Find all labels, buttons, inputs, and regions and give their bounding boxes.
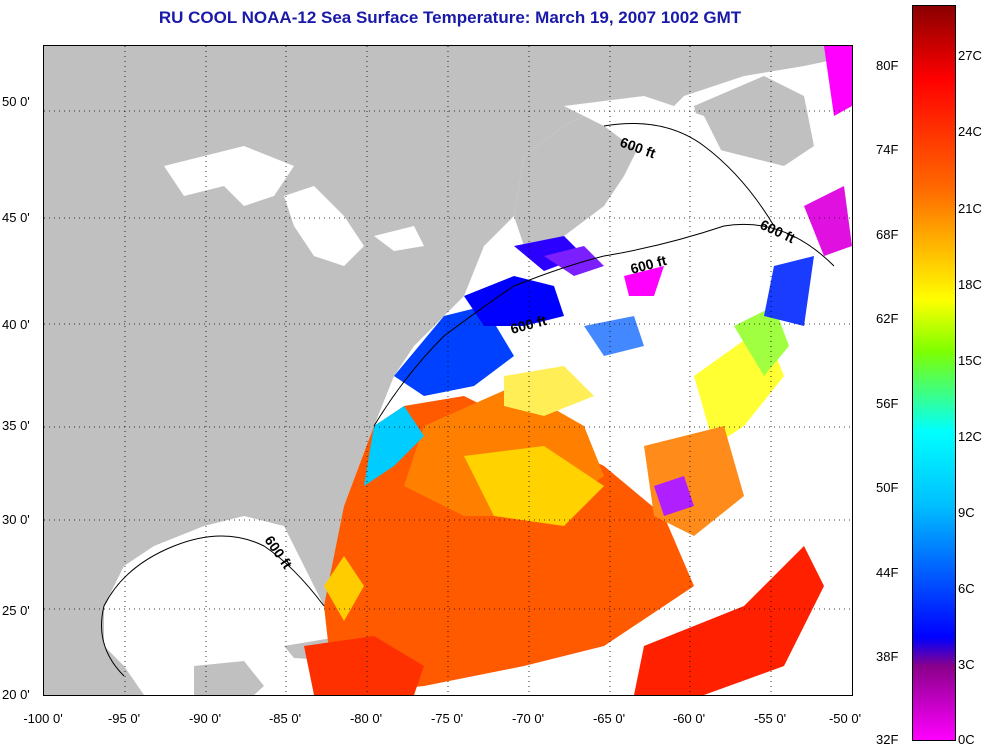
great-lakes bbox=[164, 146, 424, 266]
sst-field bbox=[304, 46, 852, 695]
colorbar-f-56: 56F bbox=[876, 396, 899, 411]
lat-label-40: 40 0' bbox=[2, 317, 30, 332]
lat-label-30: 30 0' bbox=[2, 512, 30, 527]
yucatan-land bbox=[194, 661, 264, 695]
lon-label-80: -80 0' bbox=[349, 711, 383, 726]
lon-label-65: -65 0' bbox=[592, 711, 626, 726]
colorbar-c-12: 12C bbox=[958, 429, 982, 444]
lon-label-55: -55 0' bbox=[753, 711, 787, 726]
map-svg: 600 ft 600 ft 600 ft 600 ft 600 ft bbox=[44, 46, 852, 695]
colorbar-f-50: 50F bbox=[876, 480, 899, 495]
lat-label-50: 50 0' bbox=[2, 94, 30, 109]
colorbar-c-21: 21C bbox=[958, 201, 982, 216]
colorbar-c-6: 6C bbox=[958, 581, 975, 596]
lon-label-70: -70 0' bbox=[511, 711, 545, 726]
lat-label-25: 25 0' bbox=[2, 603, 30, 618]
colorbar-f-68: 68F bbox=[876, 227, 899, 242]
newfoundland-land bbox=[694, 76, 814, 166]
colorbar-f-38: 38F bbox=[876, 649, 899, 664]
sst-map: 600 ft 600 ft 600 ft 600 ft 600 ft bbox=[43, 45, 853, 696]
lat-label-35: 35 0' bbox=[2, 418, 30, 433]
lon-label-85: -85 0' bbox=[268, 711, 302, 726]
lon-label-75: -75 0' bbox=[430, 711, 464, 726]
lon-label-50: -50 0' bbox=[828, 711, 862, 726]
colorbar-f-32: 32F bbox=[876, 732, 899, 747]
colorbar-c-27: 27C bbox=[958, 48, 982, 63]
colorbar-c-15: 15C bbox=[958, 353, 982, 368]
bathymetry-contour bbox=[101, 123, 835, 677]
colorbar-c-0: 0C bbox=[958, 732, 975, 747]
colorbar-f-44: 44F bbox=[876, 565, 899, 580]
contour-label-grand-banks: 600 ft bbox=[758, 216, 798, 246]
colorbar-f-62: 62F bbox=[876, 311, 899, 326]
colorbar-c-24: 24C bbox=[958, 124, 982, 139]
lat-label-45: 45 0' bbox=[2, 210, 30, 225]
lon-label-100: -100 0' bbox=[23, 711, 63, 726]
lon-label-90: -90 0' bbox=[188, 711, 222, 726]
lon-label-60: -60 0' bbox=[672, 711, 706, 726]
colorbar-c-18: 18C bbox=[958, 277, 982, 292]
north-america-land bbox=[44, 46, 604, 695]
lat-label-20: 20 0' bbox=[2, 687, 30, 702]
canada-maritime-land bbox=[514, 46, 852, 256]
lon-label-95: -95 0' bbox=[107, 711, 141, 726]
graticule bbox=[44, 46, 852, 695]
colorbar-c-9: 9C bbox=[958, 505, 975, 520]
st-lawrence bbox=[564, 96, 724, 176]
colorbar-c-3: 3C bbox=[958, 657, 975, 672]
temperature-colorbar bbox=[912, 5, 956, 741]
colorbar-f-80: 80F bbox=[876, 58, 899, 73]
map-title: RU COOL NOAA-12 Sea Surface Temperature:… bbox=[158, 8, 742, 27]
colorbar-f-74: 74F bbox=[876, 142, 899, 157]
